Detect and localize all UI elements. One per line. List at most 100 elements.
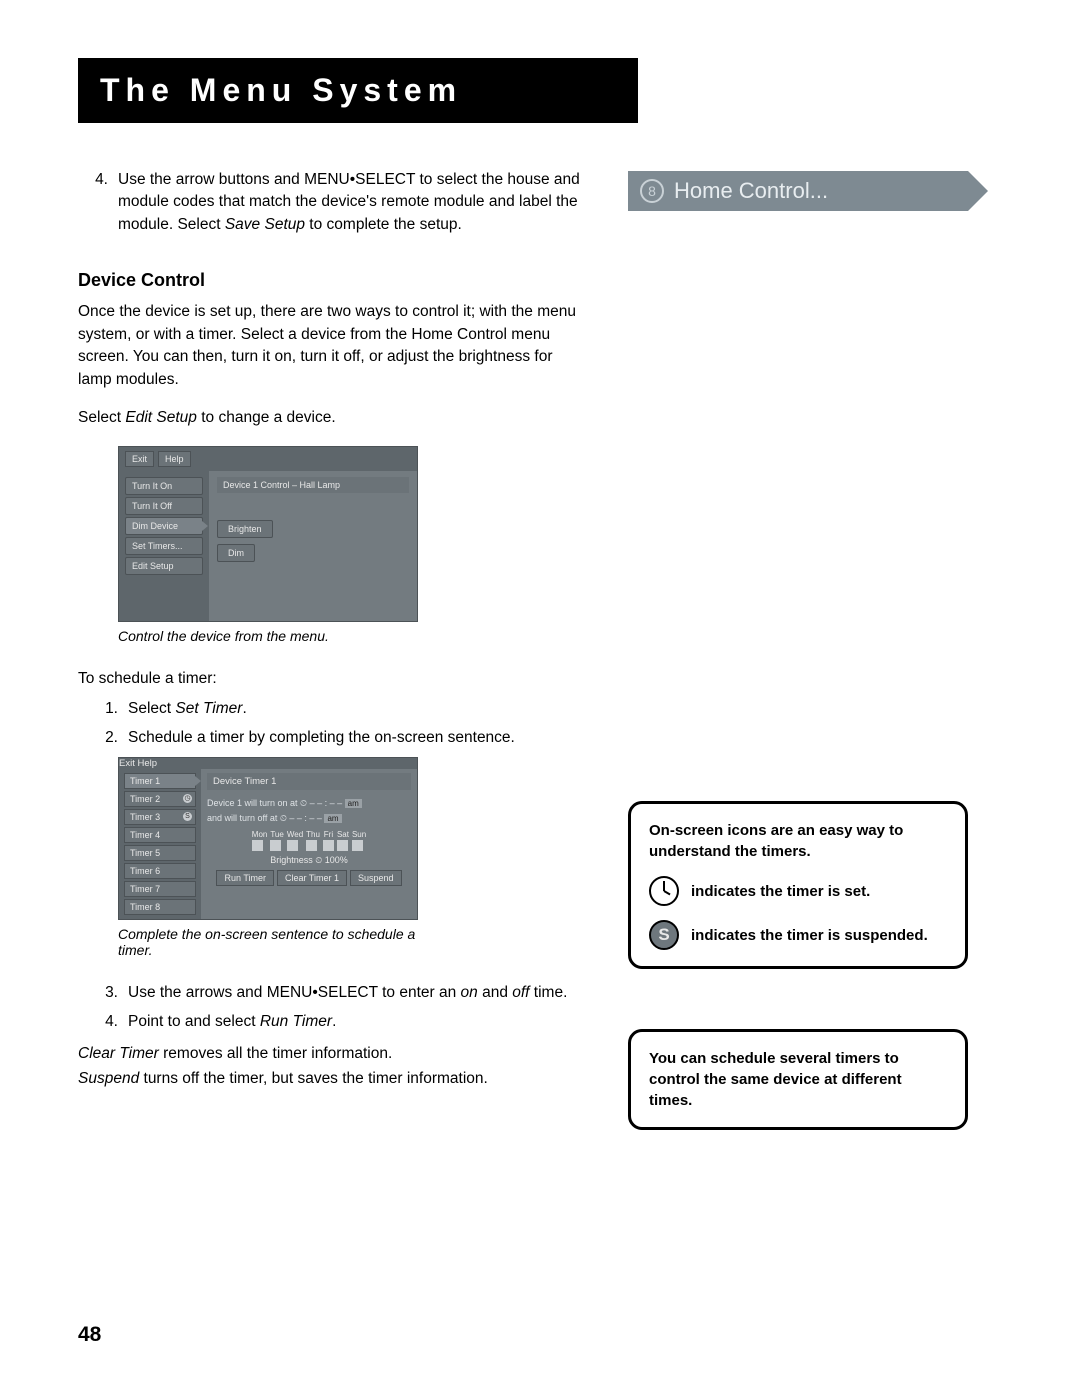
day-checkbox [270,840,281,851]
italic-term: Edit Setup [125,409,197,426]
page-number: 48 [78,1323,101,1347]
figure-caption: Control the device from the menu. [118,628,588,644]
timer-item: Timer 4 [124,827,196,843]
timer-item-selected: Timer 1 [124,773,196,789]
suspend-button: Suspend [350,870,402,886]
callout-intro: On-screen icons are an easy way to under… [649,820,947,862]
italic-term: off [512,984,529,1001]
timer-main: Device Timer 1 Device 1 will turn on at … [201,769,417,919]
label: Timer 3 [130,812,160,822]
label: Timer 2 [130,794,160,804]
italic-term: Suspend [78,1070,139,1087]
day: Sat [337,830,349,851]
callout-text: indicates the timer is set. [691,881,870,902]
device-control-screenshot: Exit Help Turn It On Turn It Off Dim Dev… [118,446,418,622]
day-checkbox [287,840,298,851]
icons-callout: On-screen icons are an easy way to under… [628,801,968,969]
step-4: 4. Use the arrow buttons and MENU•SELECT… [78,169,588,236]
day: Thu [306,830,320,851]
suspend-icon: S [649,920,679,950]
timer-item: Timer 2◷ [124,791,196,807]
day: Fri [323,830,334,851]
list-item: 4. Point to and select Run Timer. [98,1011,588,1033]
text: Select [128,700,175,717]
day-checkbox [352,840,363,851]
screenshot-header: Device 1 Control – Hall Lamp [217,477,409,493]
list-number: 3. [98,982,118,1004]
figure-caption: Complete the on-screen sentence to sched… [118,926,438,958]
timer-item: Timer 3S [124,809,196,825]
manual-page: The Menu System 4. Use the arrow buttons… [0,0,1080,1397]
list-number: 2. [98,727,118,749]
list-item: 2. Schedule a timer by completing the on… [98,727,588,749]
ordered-list: 3. Use the arrows and MENU•SELECT to ent… [98,982,588,1033]
exit-button: Exit [125,451,154,467]
italic-term: Run Timer [260,1013,332,1030]
italic-term: Save Setup [225,216,305,233]
list-number: 1. [98,698,118,720]
exit-button: Exit [119,758,135,769]
menu-item-selected: Dim Device [125,517,203,535]
text: . [332,1013,336,1030]
screenshot-topbar: Exit Help [119,758,417,769]
text: turns off the timer, but saves the timer… [139,1070,488,1087]
day-label: Tue [270,830,284,839]
paragraph: Clear Timer removes all the timer inform… [78,1043,588,1065]
text: Point to and select [128,1013,260,1030]
side-column: 8 Home Control... On-screen icons are an… [628,169,968,1130]
day-label: Wed [287,830,303,839]
sentence-line: Device 1 will turn on at ⏲ – – : – – am [207,796,411,811]
ampm: am [345,799,362,808]
paragraph: Suspend turns off the timer, but saves t… [78,1068,588,1090]
paragraph: Select Edit Setup to change a device. [78,407,588,429]
day-label: Fri [324,830,333,839]
day-row: Mon Tue Wed Thu Fri Sat Sun [207,830,411,851]
text: and will turn off at [207,813,280,823]
value: 100% [325,855,348,865]
day-checkbox [323,840,334,851]
italic-term: on [461,984,478,1001]
timer-header: Device Timer 1 [207,773,411,790]
day-label: Sun [352,830,366,839]
italic-term: Clear Timer [78,1045,159,1062]
day-checkbox [306,840,317,851]
timer-item: Timer 5 [124,845,196,861]
ordered-list: 1. Select Set Timer. 2. Schedule a timer… [98,698,588,749]
run-timer-button: Run Timer [216,870,274,886]
time-placeholder: – – : – – [289,813,322,823]
timer-item: Timer 8 [124,899,196,915]
list-item: 3. Use the arrows and MENU•SELECT to ent… [98,982,588,1004]
day: Sun [352,830,366,851]
main-column: 4. Use the arrow buttons and MENU•SELECT… [78,169,588,1130]
timer-item: Timer 6 [124,863,196,879]
day-label: Sat [337,830,349,839]
text: Schedule a timer by completing the on-sc… [128,727,515,749]
sentence-line: and will turn off at ⏲ – – : – – am [207,811,411,826]
multi-timer-callout: You can schedule several timers to contr… [628,1029,968,1130]
label: Brightness [270,855,313,865]
text: . [242,700,246,717]
paragraph: To schedule a timer: [78,668,588,690]
menu-item: Turn It Off [125,497,203,515]
day: Wed [287,830,303,851]
day-label: Thu [306,830,320,839]
text: to change a device. [197,409,336,426]
timer-screenshot: Exit Help Timer 1 Timer 2◷ Timer 3S Time… [118,757,418,920]
text: time. [529,984,567,1001]
clock-icon [649,876,679,906]
time-placeholder: – – : – – [310,798,343,808]
list-number: 4. [98,1011,118,1033]
day: Mon [252,830,268,851]
text: and [478,984,512,1001]
step-text: Use the arrow buttons and MENU•SELECT to… [118,169,588,236]
text: removes all the timer information. [159,1045,392,1062]
menu-item: Turn It On [125,477,203,495]
callout-text: indicates the timer is suspended. [691,925,928,946]
help-button: Help [158,451,191,467]
breadcrumb-label: Home Control... [674,178,828,204]
screenshot-topbar: Exit Help [119,447,417,471]
day-checkbox [252,840,263,851]
day-checkbox [337,840,348,851]
text: Use the arrows and MENU•SELECT to enter … [128,984,461,1001]
screenshot-sidebar: Turn It On Turn It Off Dim Device Set Ti… [119,471,209,621]
